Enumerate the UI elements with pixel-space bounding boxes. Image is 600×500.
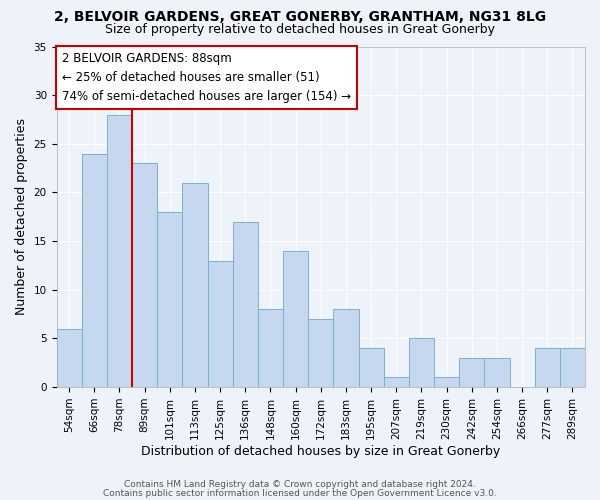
Bar: [82, 154, 107, 387]
Bar: [409, 338, 434, 387]
X-axis label: Distribution of detached houses by size in Great Gonerby: Distribution of detached houses by size …: [141, 444, 500, 458]
Text: Contains HM Land Registry data © Crown copyright and database right 2024.: Contains HM Land Registry data © Crown c…: [124, 480, 476, 489]
Text: Size of property relative to detached houses in Great Gonerby: Size of property relative to detached ho…: [105, 22, 495, 36]
Bar: [308, 319, 334, 387]
Y-axis label: Number of detached properties: Number of detached properties: [15, 118, 28, 316]
Text: 2 BELVOIR GARDENS: 88sqm
← 25% of detached houses are smaller (51)
74% of semi-d: 2 BELVOIR GARDENS: 88sqm ← 25% of detach…: [62, 52, 351, 102]
Bar: [233, 222, 258, 387]
Bar: [383, 378, 409, 387]
Text: 2, BELVOIR GARDENS, GREAT GONERBY, GRANTHAM, NG31 8LG: 2, BELVOIR GARDENS, GREAT GONERBY, GRANT…: [54, 10, 546, 24]
Bar: [132, 164, 157, 387]
Bar: [157, 212, 182, 387]
Bar: [107, 114, 132, 387]
Bar: [459, 358, 484, 387]
Bar: [258, 309, 283, 387]
Bar: [560, 348, 585, 387]
Bar: [434, 378, 459, 387]
Bar: [182, 182, 208, 387]
Bar: [484, 358, 509, 387]
Bar: [334, 309, 359, 387]
Text: Contains public sector information licensed under the Open Government Licence v3: Contains public sector information licen…: [103, 488, 497, 498]
Bar: [56, 328, 82, 387]
Bar: [208, 260, 233, 387]
Bar: [283, 251, 308, 387]
Bar: [535, 348, 560, 387]
Bar: [359, 348, 383, 387]
